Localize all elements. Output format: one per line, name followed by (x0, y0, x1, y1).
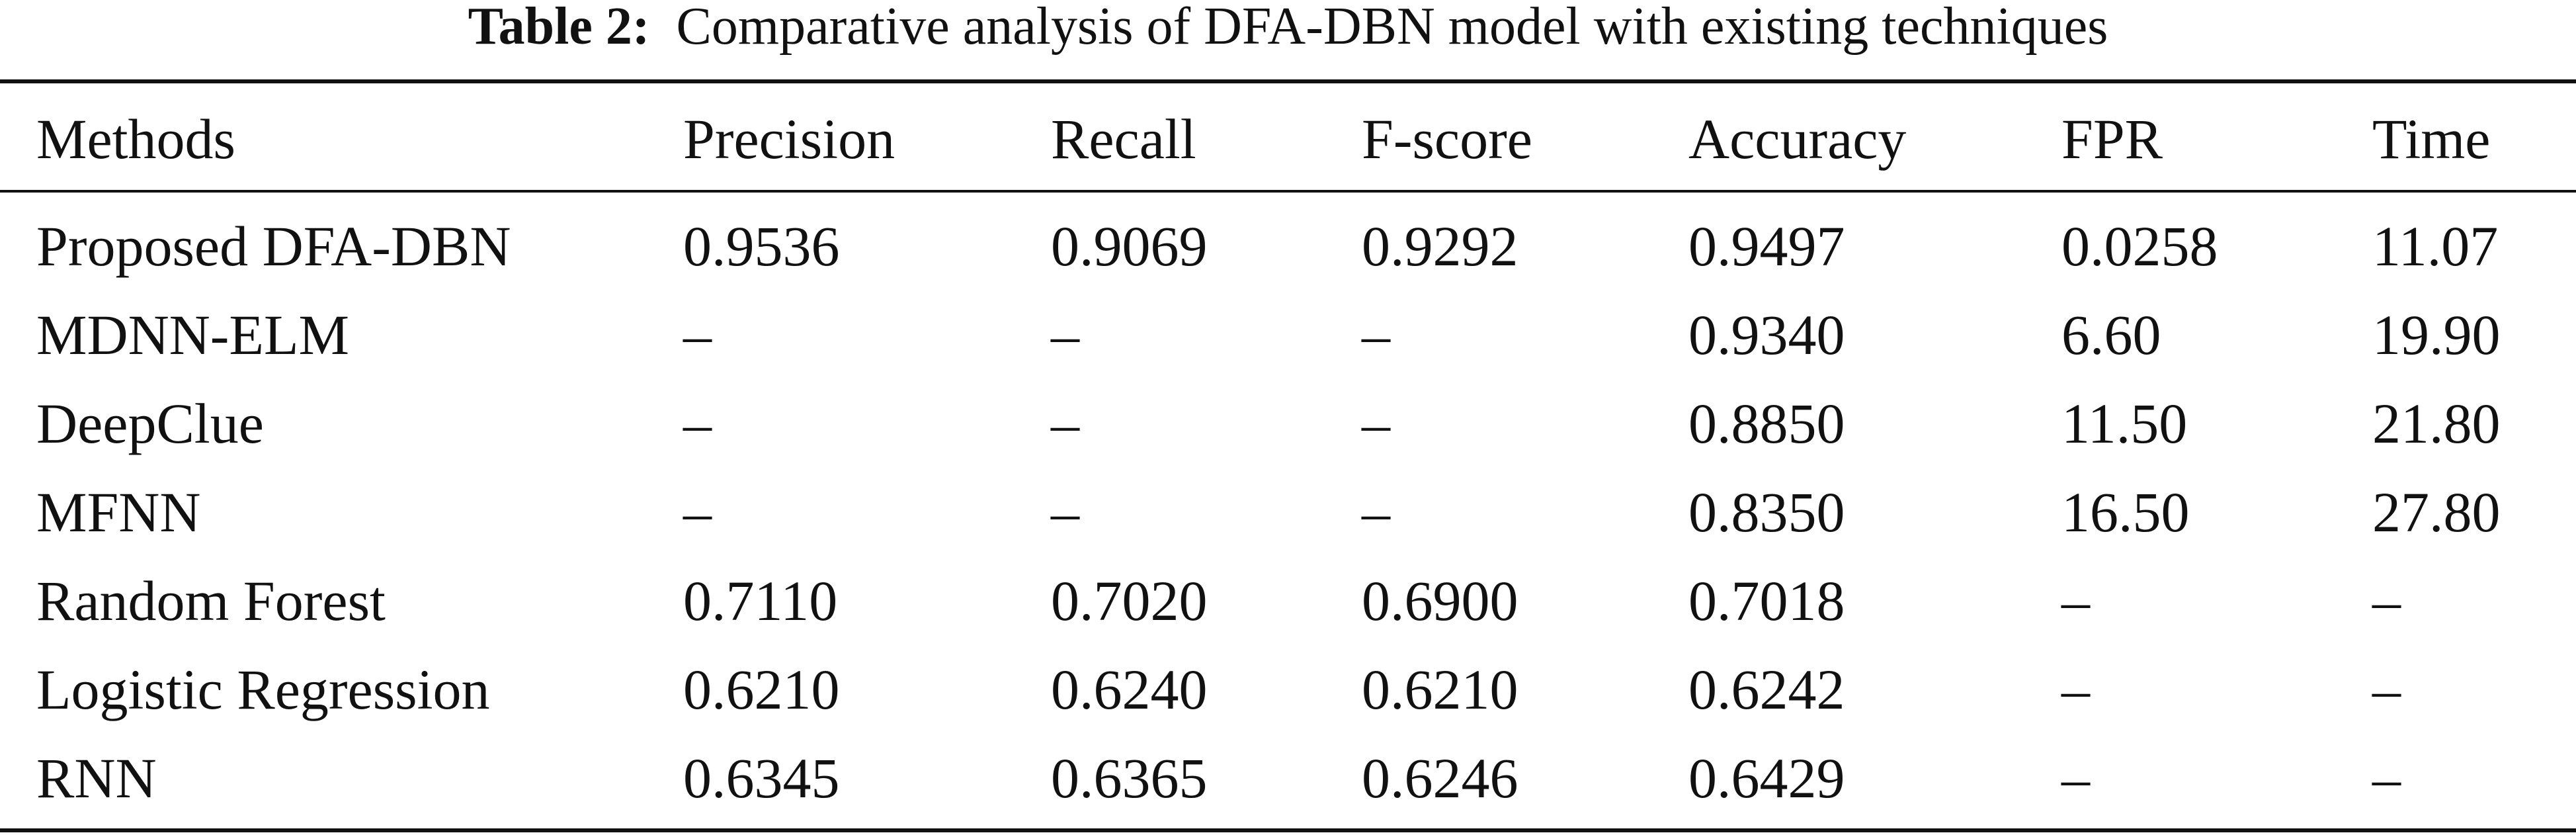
metric-cell: 16.50 (2061, 480, 2190, 544)
column-header-recall: Recall (1051, 107, 1196, 171)
table-row: Random Forest 0.7110 0.7020 0.6900 0.7018 – – (0, 556, 2576, 645)
metric-cell: 0.6240 (1051, 658, 1208, 721)
metric-cell: 0.6345 (683, 746, 840, 810)
table-row: DeepClue – – – 0.8850 11.50 21.80 (0, 379, 2576, 468)
method-name-cell: MDNN-ELM (36, 303, 349, 367)
metric-cell: 0.6242 (1688, 658, 1845, 721)
method-name-cell: Random Forest (36, 569, 386, 633)
metric-cell: 0.9536 (683, 214, 840, 278)
column-header-methods: Methods (36, 107, 235, 171)
metric-cell: 0.6900 (1362, 569, 1518, 633)
method-name-cell: DeepClue (36, 392, 264, 455)
table-row: Proposed DFA-DBN 0.9536 0.9069 0.9292 0.9497… (0, 202, 2576, 290)
metric-cell: 11.50 (2061, 392, 2188, 455)
caption-label: Table 2: (468, 0, 650, 56)
method-name-cell: Logistic Regression (36, 658, 490, 721)
metric-cell: 0.6210 (683, 658, 840, 721)
metric-cell: 0.6365 (1051, 746, 1208, 810)
top-rule (0, 79, 2576, 83)
metric-cell: 0.7018 (1688, 569, 1845, 633)
metric-cell: 0.7110 (683, 569, 838, 633)
metric-cell: – (683, 303, 712, 367)
caption-text: Comparative analysis of DFA-DBN model wi… (676, 0, 2108, 56)
metric-cell: 0.9340 (1688, 303, 1845, 367)
metric-cell: 27.80 (2372, 480, 2501, 544)
metric-cell: 0.9069 (1051, 214, 1208, 278)
bottom-rule (0, 828, 2576, 832)
column-header-f-score: F-score (1362, 107, 1532, 171)
metric-cell: – (683, 480, 712, 544)
metric-cell: – (683, 392, 712, 455)
metric-cell: 0.0258 (2061, 214, 2218, 278)
metric-cell: – (2372, 746, 2401, 810)
metric-cell: 0.6429 (1688, 746, 1845, 810)
header-rule (0, 190, 2576, 193)
column-header-precision: Precision (683, 107, 895, 171)
column-header-accuracy: Accuracy (1688, 107, 1907, 171)
metric-cell: 21.80 (2372, 392, 2501, 455)
metric-cell: – (1362, 392, 1390, 455)
metric-cell: 11.07 (2372, 214, 2499, 278)
metric-cell: 0.8350 (1688, 480, 1845, 544)
method-name-cell: MFNN (36, 480, 201, 544)
metric-cell: – (1051, 392, 1079, 455)
metric-cell: – (2372, 569, 2401, 633)
metric-cell: 19.90 (2372, 303, 2501, 367)
method-name-cell: RNN (36, 746, 157, 810)
metric-cell: – (2061, 569, 2090, 633)
metric-cell: – (2061, 746, 2090, 810)
metric-cell: 6.60 (2061, 303, 2161, 367)
table-row: RNN 0.6345 0.6365 0.6246 0.6429 – – (0, 734, 2576, 822)
column-header-fpr: FPR (2061, 107, 2163, 171)
table-row: MFNN – – – 0.8350 16.50 27.80 (0, 468, 2576, 556)
table-row: MDNN-ELM – – – 0.9340 6.60 19.90 (0, 290, 2576, 379)
table-top-spacer (0, 0, 2576, 83)
table-header-row: Methods Precision Recall F-score Accuracy FPR… (0, 83, 2576, 194)
metric-cell: 0.9497 (1688, 214, 1845, 278)
metric-cell: 0.6246 (1362, 746, 1518, 810)
metric-cell: – (1051, 480, 1079, 544)
metric-cell: 0.9292 (1362, 214, 1518, 278)
table-caption: Table 2: Comparative analysis of DFA-DBN… (0, 0, 2576, 66)
table-row: Logistic Regression 0.6210 0.6240 0.6210 0.6… (0, 645, 2576, 734)
metric-cell: 0.6210 (1362, 658, 1518, 721)
column-header-time: Time (2372, 107, 2491, 171)
metric-cell: 0.7020 (1051, 569, 1208, 633)
metric-cell: – (2372, 658, 2401, 721)
metric-cell: – (1362, 303, 1390, 367)
metric-cell: – (1051, 303, 1079, 367)
metric-cell: – (2061, 658, 2090, 721)
table-header-spacer (0, 194, 2576, 202)
metric-cell: 0.8850 (1688, 392, 1845, 455)
method-name-cell: Proposed DFA-DBN (36, 214, 511, 278)
metric-cell: – (1362, 480, 1390, 544)
